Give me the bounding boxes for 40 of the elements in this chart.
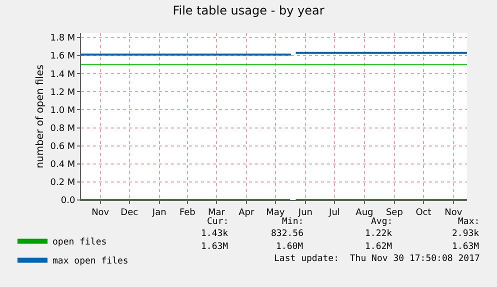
text: Cur: [207, 217, 229, 227]
text: Min: [282, 217, 304, 227]
x-tick-label: May [266, 208, 286, 218]
text: Max: [458, 217, 480, 227]
text: 1.63M [452, 242, 480, 252]
x-tick-label: Jun [297, 208, 312, 218]
y-tick-label: 0.8 M [50, 124, 76, 134]
x-tick-label: Sep [386, 208, 404, 218]
y-tick-label: 1.0 M [50, 106, 76, 116]
y-axis-title: number of open files [35, 64, 46, 168]
x-tick-label: Nov [444, 208, 463, 218]
x-tick-label: Oct [416, 208, 432, 218]
text: 2.93k [452, 229, 480, 239]
x-tick-label: Mar [208, 208, 226, 218]
y-tick-label: 0.4 M [50, 160, 76, 170]
text: Avg: [371, 217, 393, 227]
x-tick-label: Aug [356, 208, 374, 218]
text: 1.43k [201, 229, 229, 239]
y-tick-label: 1.8 M [50, 34, 76, 44]
text: 832.56 [271, 229, 304, 239]
y-tick-label: 0.0 [60, 196, 76, 206]
legend-label: max open files [52, 256, 128, 267]
y-tick-label: 1.6 M [50, 52, 76, 62]
x-tick-label: Dec [120, 208, 138, 218]
y-tick-label: 1.4 M [50, 70, 76, 80]
chart-title: File table usage - by year [172, 3, 324, 18]
text: 1.22k [365, 229, 393, 239]
text: Last update: Thu Nov 30 17:50:08 2017 [274, 254, 480, 264]
x-tick-label: Nov [92, 208, 110, 218]
x-tick-label: Feb [179, 208, 196, 218]
text: 1.60M [276, 242, 304, 252]
y-tick-label: 0.2 M [50, 178, 76, 188]
text: 1.62M [365, 242, 393, 252]
x-tick-label: Jan [151, 208, 166, 218]
y-tick-label: 1.2 M [50, 88, 76, 98]
legend-label: open files [52, 238, 107, 248]
x-tick-label: Apr [238, 208, 255, 218]
x-tick-label: Jul [328, 208, 340, 218]
text: 1.63M [201, 242, 229, 252]
y-tick-label: 0.6 M [50, 142, 76, 152]
